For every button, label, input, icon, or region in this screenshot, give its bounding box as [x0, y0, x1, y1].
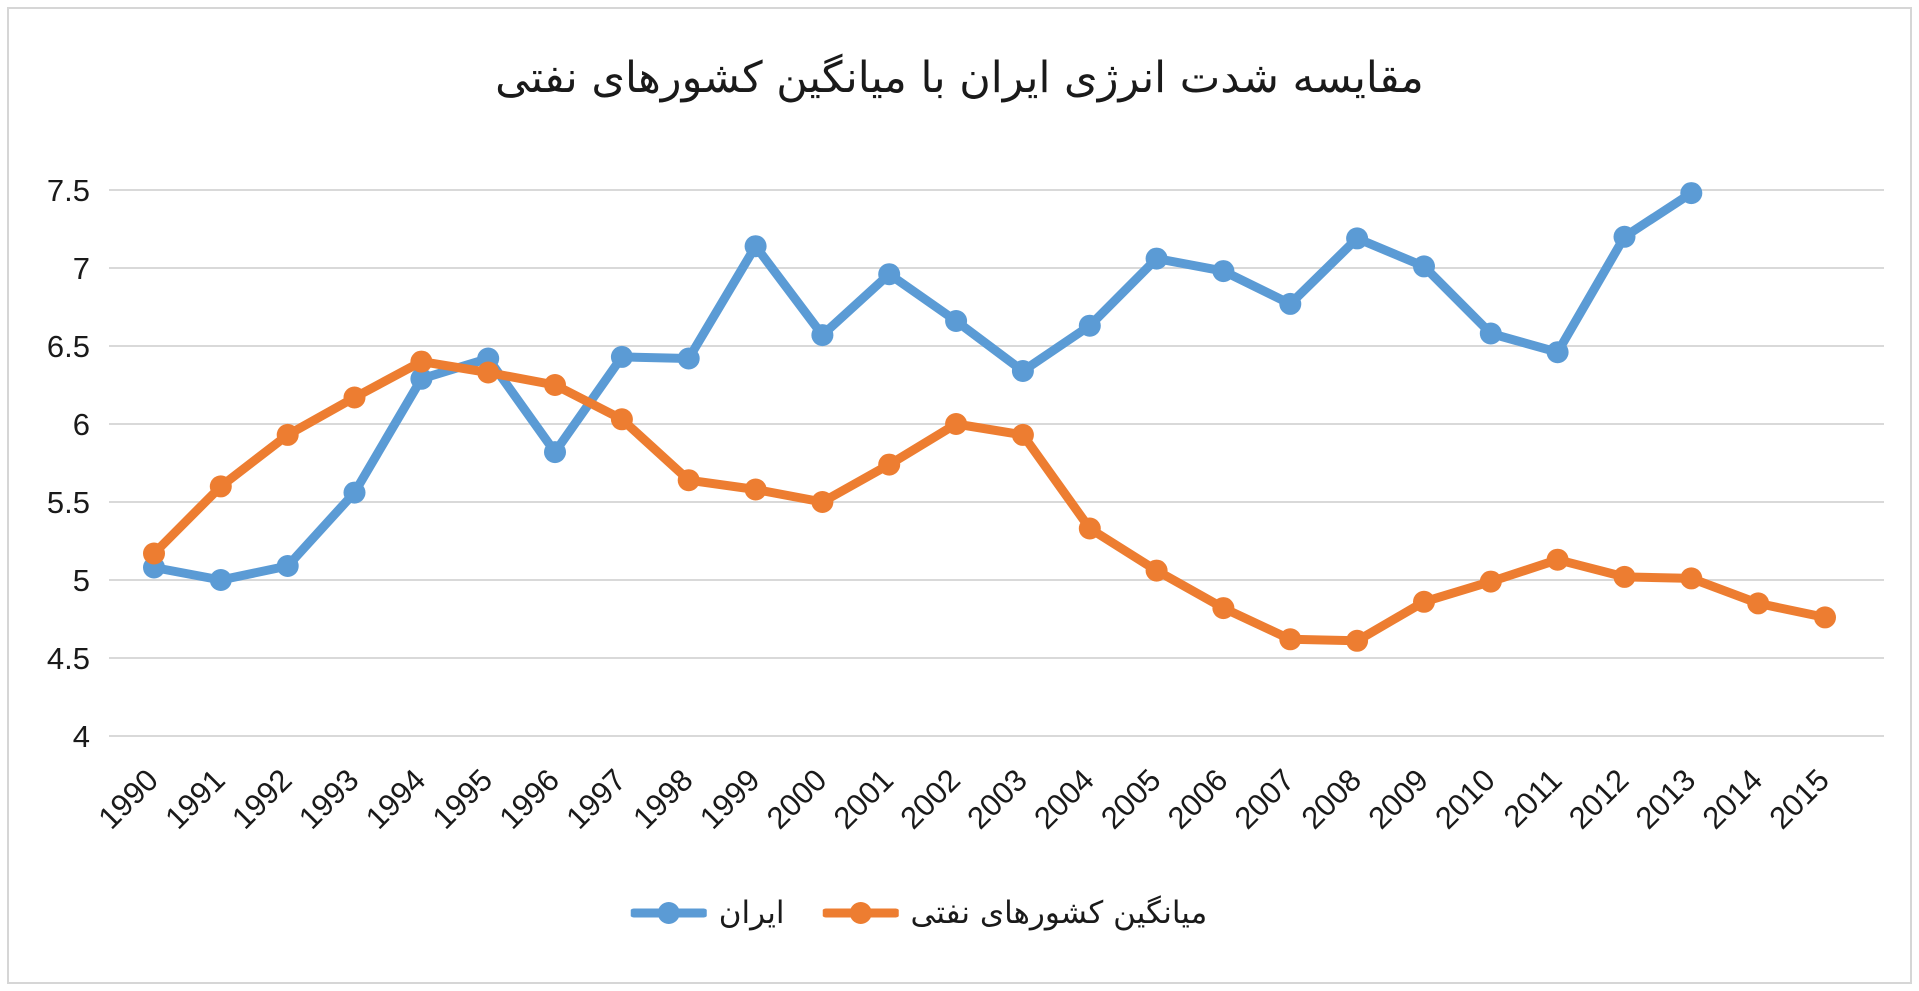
- data-point-marker-iran: [1279, 292, 1302, 315]
- x-tick-label: 2004: [1027, 762, 1101, 836]
- data-point-marker-iran: [1413, 255, 1435, 278]
- x-tick-label: 2005: [1094, 762, 1168, 836]
- data-point-marker-iran: [677, 347, 700, 370]
- data-point-marker-oil-average: [610, 408, 633, 431]
- data-point-marker-iran: [209, 569, 232, 591]
- data-point-marker-iran: [744, 235, 767, 258]
- data-point-marker-oil-average: [744, 478, 767, 501]
- data-point-marker-iran: [610, 345, 633, 368]
- x-tick-label: 2013: [1629, 762, 1703, 836]
- data-point-marker-iran: [1011, 360, 1034, 382]
- data-point-marker-iran: [410, 367, 433, 390]
- y-tick-label: 5: [73, 563, 90, 598]
- x-tick-label: 1997: [559, 762, 633, 836]
- x-tick-label: 2008: [1295, 762, 1369, 836]
- data-point-marker-oil-average: [1078, 517, 1101, 540]
- x-tick-label: 2003: [960, 762, 1034, 836]
- legend-item-iran: ایران: [630, 895, 785, 931]
- data-point-marker-iran: [1613, 225, 1636, 248]
- data-point-marker-iran: [276, 555, 299, 577]
- data-point-marker-oil-average: [477, 361, 500, 384]
- legend: ایران میانگین کشورهای نفتی: [630, 895, 1207, 931]
- data-point-marker-oil-average: [1413, 590, 1435, 613]
- data-point-marker-oil-average: [1814, 606, 1836, 629]
- data-point-marker-iran: [343, 481, 366, 504]
- x-tick-label: 1995: [426, 762, 500, 836]
- legend-line-marker-sample: [822, 902, 899, 924]
- chart-frame: مقایسه شدت انرژی ایران با میانگین کشورها…: [7, 7, 1912, 984]
- legend-label-iran: ایران: [718, 895, 785, 931]
- data-point-marker-oil-average: [209, 475, 232, 498]
- data-point-marker-oil-average: [677, 469, 700, 492]
- data-point-marker-iran: [1212, 260, 1235, 283]
- chart-title: مقایسه شدت انرژی ایران با میانگین کشورها…: [495, 53, 1424, 103]
- y-tick-label: 4: [73, 719, 90, 754]
- x-tick-label: 1996: [492, 762, 566, 836]
- data-point-marker-oil-average: [1680, 567, 1703, 590]
- data-point-marker-iran: [1680, 182, 1703, 205]
- data-point-marker-oil-average: [276, 423, 299, 446]
- y-tick-label: 7: [73, 251, 90, 286]
- x-tick-label: 2012: [1562, 762, 1636, 836]
- data-point-marker-oil-average: [1279, 628, 1302, 651]
- legend-label-oil-average: میانگین کشورهای نفتی: [910, 895, 1208, 931]
- series-line-oil-average: [149, 357, 1830, 646]
- legend-item-oil-average: میانگین کشورهای نفتی: [822, 895, 1207, 931]
- x-tick-label: 2000: [760, 762, 834, 836]
- data-point-marker-oil-average: [1479, 570, 1502, 593]
- data-point-marker-iran: [1078, 314, 1101, 337]
- x-tick-label: 2001: [827, 762, 901, 836]
- data-point-marker-oil-average: [878, 453, 901, 476]
- x-tick-label: 2010: [1428, 762, 1502, 836]
- x-tick-label: 1999: [693, 762, 767, 836]
- data-point-marker-iran: [1346, 227, 1369, 250]
- data-point-marker-oil-average: [343, 386, 366, 409]
- data-point-marker-oil-average: [1747, 592, 1770, 615]
- y-tick-label: 7.5: [47, 173, 90, 208]
- x-tick-label: 2009: [1361, 762, 1435, 836]
- series-line-iran: [149, 188, 1696, 585]
- data-point-marker-iran: [878, 263, 901, 286]
- line-chart-canvas: 4 4.5 5 5.5 6 6.5 7 7.5 199019911992199319941995…: [47, 173, 1884, 836]
- x-tick-label: 2002: [894, 762, 968, 836]
- data-point-marker-oil-average: [1145, 559, 1168, 582]
- y-tick-label: 5.5: [47, 485, 90, 520]
- x-tick-label: 1992: [225, 762, 299, 836]
- legend-line-marker-sample: [630, 902, 707, 924]
- data-point-marker-oil-average: [410, 350, 433, 373]
- x-tick-label: 2015: [1762, 762, 1836, 836]
- x-tick-label: 1994: [359, 762, 433, 836]
- x-tick-label: 2011: [1497, 762, 1569, 834]
- x-tick-label: 2006: [1161, 762, 1235, 836]
- x-tick-label: 1990: [91, 762, 165, 836]
- data-point-marker-oil-average: [143, 542, 165, 565]
- y-tick-label: 4.5: [47, 641, 90, 676]
- data-point-marker-iran: [544, 441, 566, 464]
- data-point-marker-oil-average: [1011, 423, 1034, 446]
- data-point-marker-iran: [1479, 322, 1502, 345]
- data-point-marker-oil-average: [945, 413, 968, 435]
- data-point-marker-oil-average: [1346, 629, 1369, 652]
- data-point-marker-oil-average: [1212, 597, 1235, 620]
- y-tick-label: 6: [73, 407, 90, 442]
- data-point-marker-iran: [1546, 341, 1569, 364]
- data-point-marker-oil-average: [811, 491, 834, 513]
- x-tick-label: 2014: [1696, 762, 1770, 836]
- data-point-marker-iran: [811, 324, 834, 347]
- data-point-marker-oil-average: [544, 374, 566, 396]
- data-point-marker-oil-average: [1613, 565, 1636, 588]
- x-tick-label: 1991: [158, 762, 232, 836]
- x-tick-label: 2007: [1228, 762, 1302, 836]
- y-tick-label: 6.5: [47, 329, 90, 364]
- x-tick-label: 1998: [626, 762, 700, 836]
- data-point-marker-iran: [945, 310, 968, 332]
- x-tick-label: 1993: [292, 762, 366, 836]
- data-point-marker-oil-average: [1546, 548, 1569, 571]
- data-point-marker-iran: [1145, 247, 1168, 270]
